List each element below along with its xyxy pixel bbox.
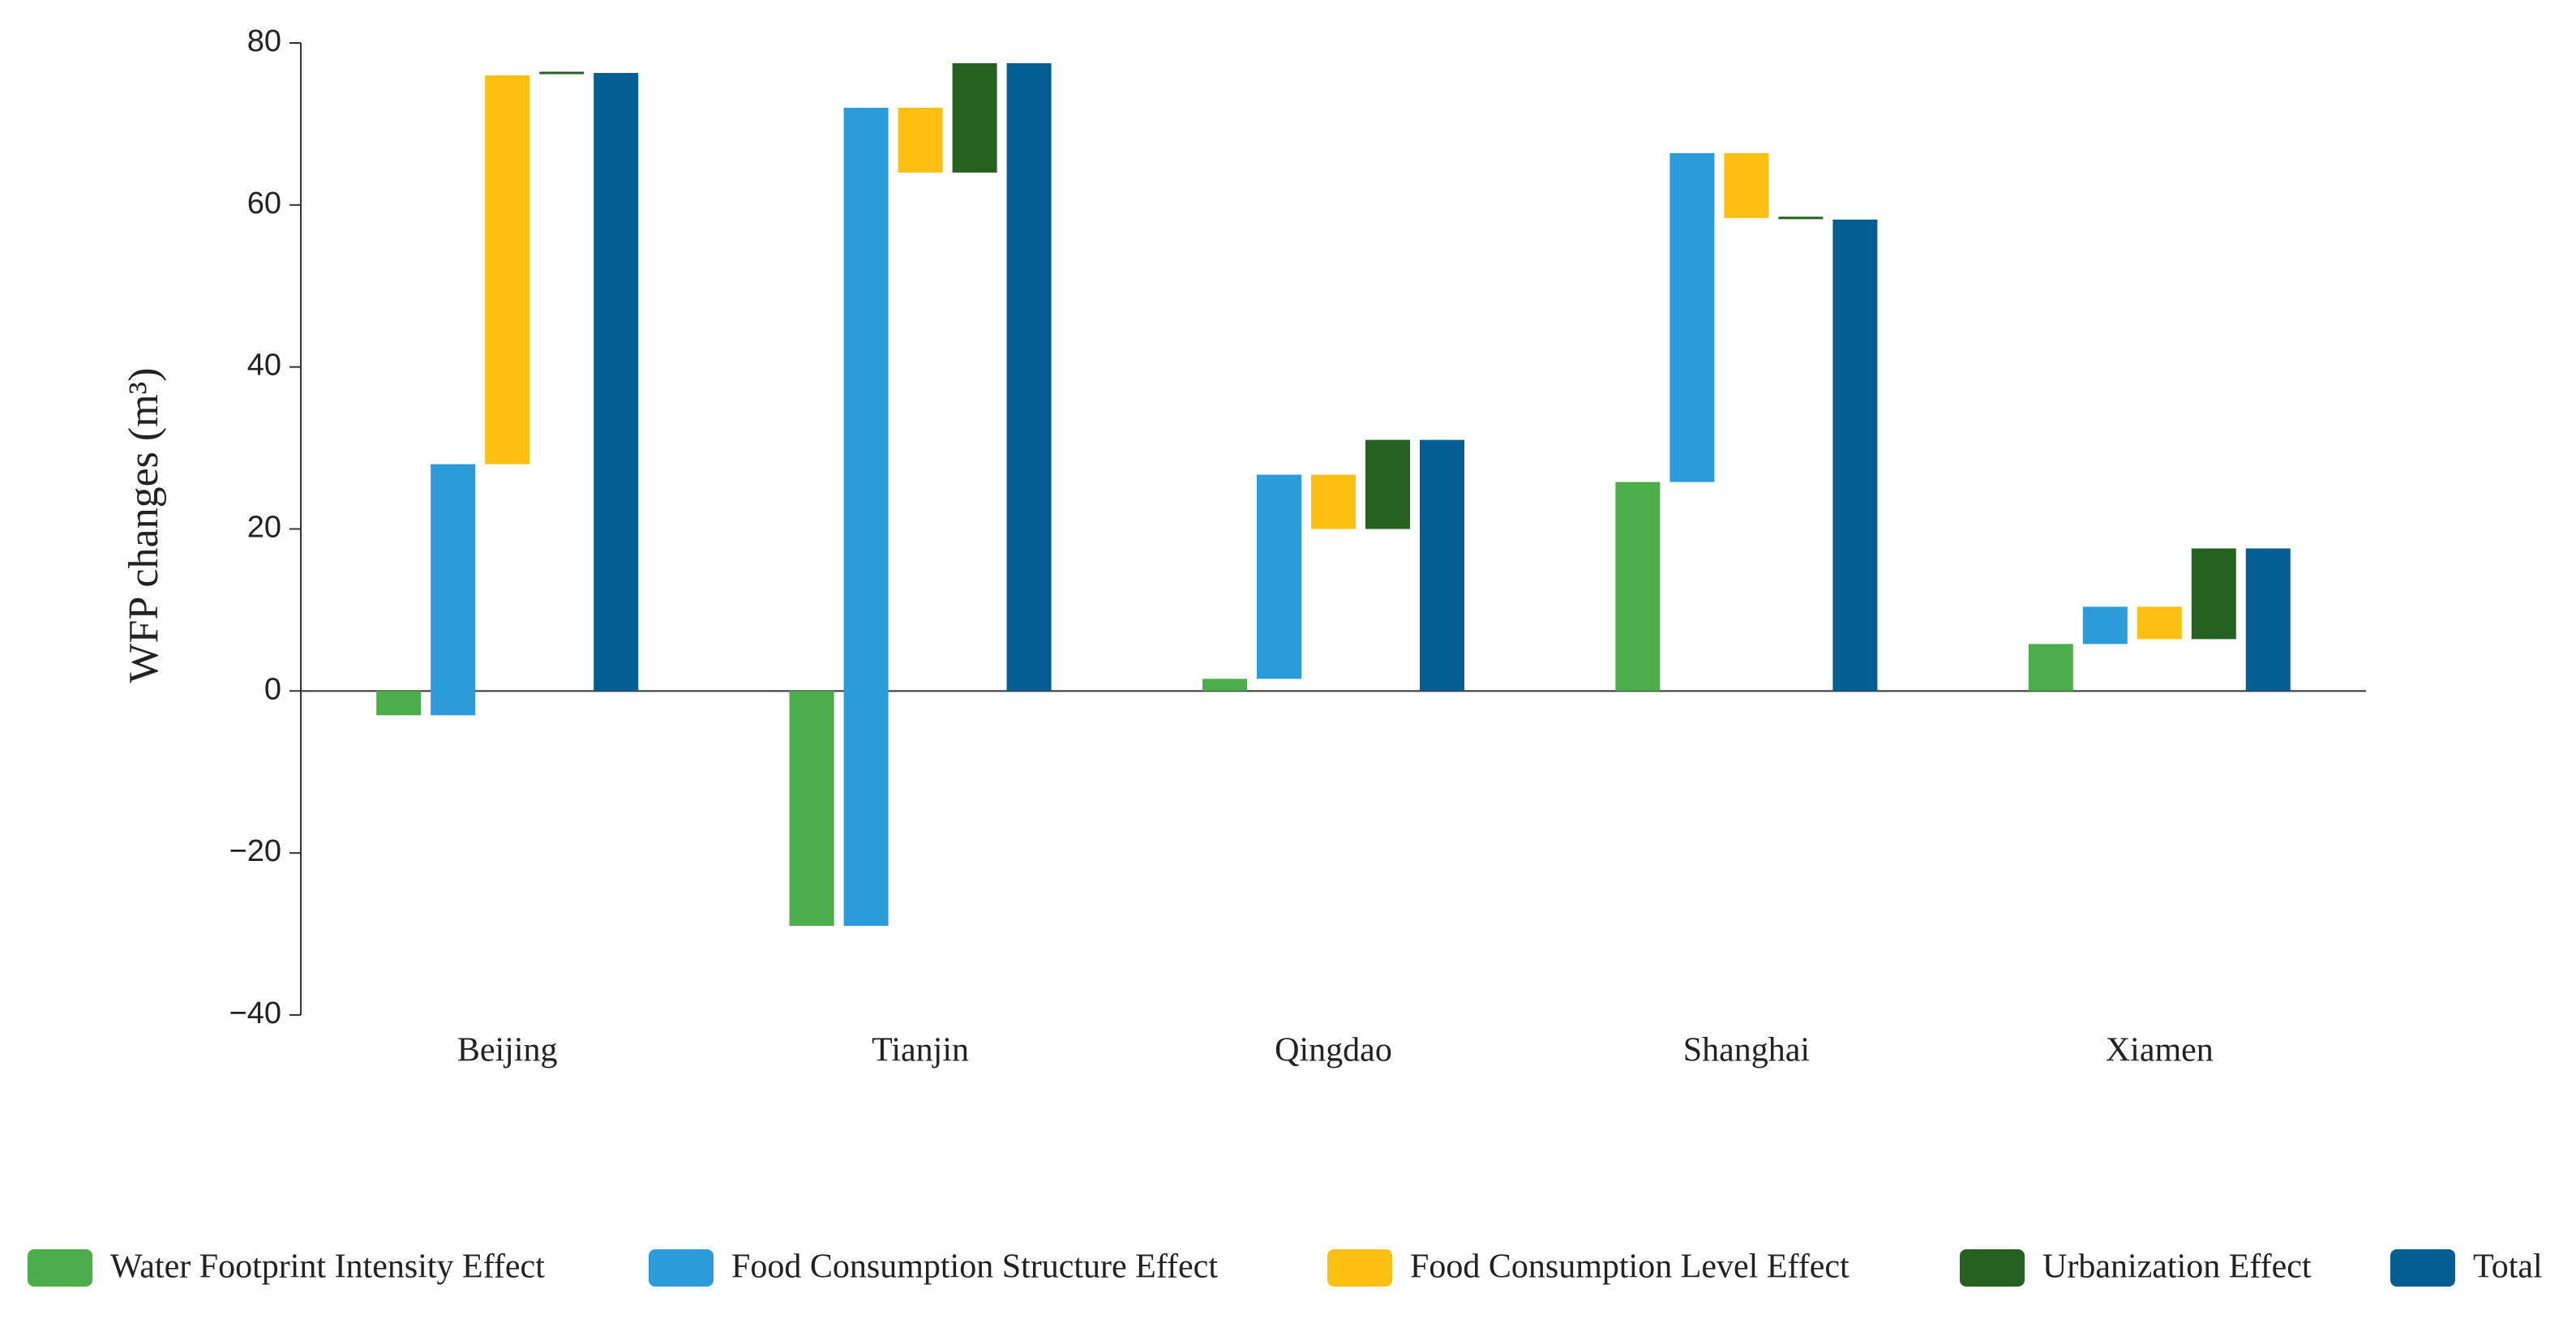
legend-label: Total (2473, 1248, 2543, 1286)
bar (1420, 439, 1464, 692)
bar (2245, 548, 2291, 692)
legend-label: Water Footprint Intensity Effect (110, 1248, 545, 1286)
y-tick-label: −40 (229, 996, 281, 1030)
bar (1311, 474, 1356, 529)
x-tick-label: Tianjin (872, 1032, 969, 1069)
bar (1778, 216, 1824, 220)
bar (376, 691, 422, 716)
legend-swatch (1960, 1249, 2025, 1287)
bar (594, 72, 639, 692)
x-tick-label: Qingdao (1275, 1032, 1392, 1069)
y-tick-label: −20 (229, 834, 281, 868)
legend-swatch (1327, 1249, 1392, 1287)
bar (843, 107, 889, 927)
y-tick-label: 80 (247, 24, 281, 58)
bar (1724, 152, 1769, 218)
bar (952, 62, 997, 173)
bar (898, 107, 943, 173)
bar (539, 71, 585, 75)
bar (1832, 219, 1878, 692)
y-tick-label: 40 (247, 349, 281, 383)
bar (2028, 644, 2073, 692)
legend-swatch (2390, 1249, 2455, 1287)
legend-label: Food Consumption Structure Effect (731, 1248, 1218, 1286)
x-tick-label: Beijing (457, 1032, 558, 1069)
bar (431, 464, 476, 716)
bar (485, 75, 530, 465)
legend-swatch (649, 1249, 714, 1287)
bar (2191, 548, 2236, 640)
bar (1615, 482, 1661, 692)
y-tick-label: 20 (247, 511, 281, 545)
y-axis-label: WFP changes (m³) (121, 367, 167, 683)
bar (789, 691, 834, 927)
bar (1669, 152, 1715, 482)
x-tick-label: Shanghai (1683, 1032, 1810, 1069)
bar (2137, 606, 2182, 640)
y-tick-label: 0 (264, 672, 281, 706)
y-tick-label: 60 (247, 186, 281, 221)
bar (1257, 474, 1301, 679)
bar (1006, 62, 1052, 692)
x-tick-label: Xiamen (2106, 1032, 2214, 1069)
legend-label: Food Consumption Level Effect (1410, 1248, 1849, 1286)
legend-swatch (28, 1249, 92, 1287)
bar (1365, 439, 1410, 529)
legend-label: Urbanization Effect (2042, 1248, 2312, 1286)
bar (1202, 679, 1247, 692)
bar (2082, 606, 2128, 645)
